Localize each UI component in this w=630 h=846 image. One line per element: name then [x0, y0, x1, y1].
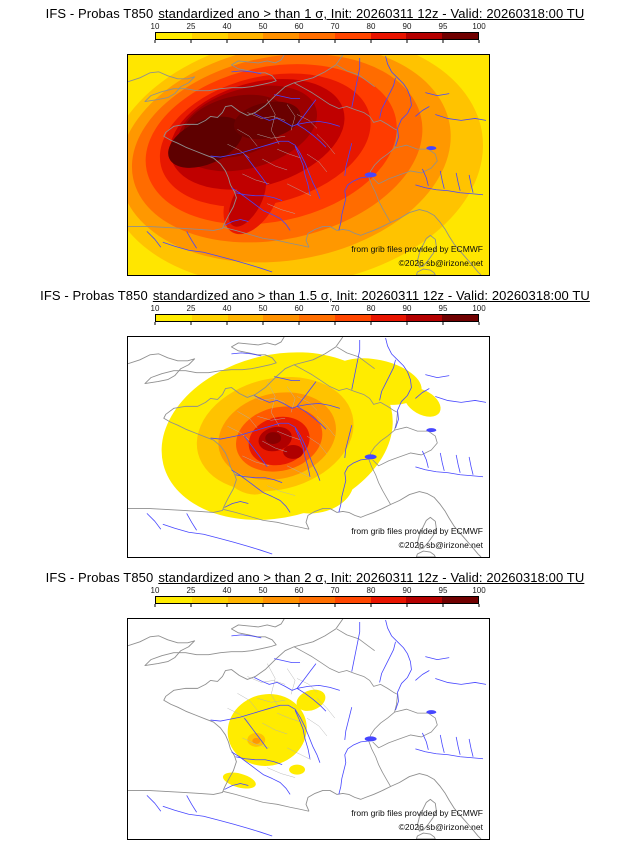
probability-field-sigma-2 [128, 619, 489, 839]
tick-label: 95 [438, 304, 448, 313]
title-main: standardized ano > than 1 σ, Init: 20260… [158, 6, 585, 21]
colorbar-tickmarks [154, 604, 480, 607]
panel-title: IFS - Probas T850 standardized ano > than… [0, 6, 630, 21]
tick-label: 40 [222, 586, 232, 595]
tick-label: 70 [330, 586, 340, 595]
tick-label: 60 [294, 586, 304, 595]
map-svg-sigma-1-5 [128, 337, 489, 557]
map-svg-sigma-1 [128, 55, 489, 275]
tick-label: 25 [186, 586, 196, 595]
tick-label: 95 [438, 586, 448, 595]
forecast-panel-sigma-1: IFS - Probas T850 standardized ano > than… [0, 6, 630, 282]
probability-colorbar: 10 25 40 50 60 70 80 90 95 100 [151, 586, 486, 607]
credit-ecmwf: from grib files provided by ECMWF [351, 526, 483, 536]
tick-label: 60 [294, 304, 304, 313]
tick-label: 80 [366, 586, 376, 595]
colorbar-gradient [155, 314, 479, 322]
tick-label: 80 [366, 22, 376, 31]
tick-label: 60 [294, 22, 304, 31]
tick-label: 90 [402, 586, 412, 595]
probability-field-sigma-1-5 [128, 337, 489, 557]
forecast-panel-sigma-1-5: IFS - Probas T850 standardized ano > than… [0, 288, 630, 564]
map-sigma-1: from grib files provided by ECMWF ©2026 … [127, 54, 490, 276]
tick-label: 50 [258, 586, 268, 595]
colorbar-gradient [155, 596, 479, 604]
tick-label: 40 [222, 22, 232, 31]
map-sigma-1-5: from grib files provided by ECMWF ©2026 … [127, 336, 490, 558]
tick-label: 50 [258, 304, 268, 313]
map-sigma-2: from grib files provided by ECMWF ©2026 … [127, 618, 490, 840]
tick-label: 10 [150, 304, 160, 313]
colorbar-gradient [155, 32, 479, 40]
credit-copyright: ©2026 sb@irizone.net [398, 822, 483, 832]
title-prefix: IFS - Probas T850 [45, 6, 154, 21]
tick-label: 100 [472, 586, 486, 595]
tick-label: 25 [186, 22, 196, 31]
title-main: standardized ano > than 2 σ, Init: 20260… [158, 570, 585, 585]
map-svg-sigma-2 [128, 619, 489, 839]
tick-label: 40 [222, 304, 232, 313]
tick-label: 90 [402, 22, 412, 31]
tick-label: 10 [150, 586, 160, 595]
tick-label: 70 [330, 304, 340, 313]
tick-label: 100 [472, 22, 486, 31]
panel-title: IFS - Probas T850 standardized ano > than… [0, 288, 630, 303]
tick-label: 10 [150, 22, 160, 31]
tick-label: 100 [472, 304, 486, 313]
colorbar-tick-labels: 10 25 40 50 60 70 80 90 95 100 [151, 304, 486, 313]
tick-label: 50 [258, 22, 268, 31]
probability-colorbar: 10 25 40 50 60 70 80 90 95 100 [151, 304, 486, 325]
panel-title: IFS - Probas T850 standardized ano > than… [0, 570, 630, 585]
tick-label: 90 [402, 304, 412, 313]
credit-copyright: ©2026 sb@irizone.net [398, 258, 483, 268]
tick-label: 70 [330, 22, 340, 31]
tick-label: 80 [366, 304, 376, 313]
credit-ecmwf: from grib files provided by ECMWF [351, 808, 483, 818]
tick-label: 95 [438, 22, 448, 31]
forecast-panel-sigma-2: IFS - Probas T850 standardized ano > than… [0, 570, 630, 846]
colorbar-tickmarks [154, 40, 480, 43]
probability-colorbar: 10 25 40 50 60 70 80 90 95 100 [151, 22, 486, 43]
colorbar-tick-labels: 10 25 40 50 60 70 80 90 95 100 [151, 22, 486, 31]
probability-field-sigma-1 [128, 55, 489, 275]
tick-label: 25 [186, 304, 196, 313]
credit-copyright: ©2026 sb@irizone.net [398, 540, 483, 550]
title-prefix: IFS - Probas T850 [40, 288, 148, 303]
title-main: standardized ano > than 1.5 σ, Init: 202… [152, 288, 590, 303]
colorbar-tick-labels: 10 25 40 50 60 70 80 90 95 100 [151, 586, 486, 595]
probability-maps-page: { "panels": [ { "id": "sigma-1", "title_… [0, 6, 630, 840]
colorbar-tickmarks [154, 322, 480, 325]
credit-ecmwf: from grib files provided by ECMWF [351, 244, 483, 254]
title-prefix: IFS - Probas T850 [45, 570, 154, 585]
